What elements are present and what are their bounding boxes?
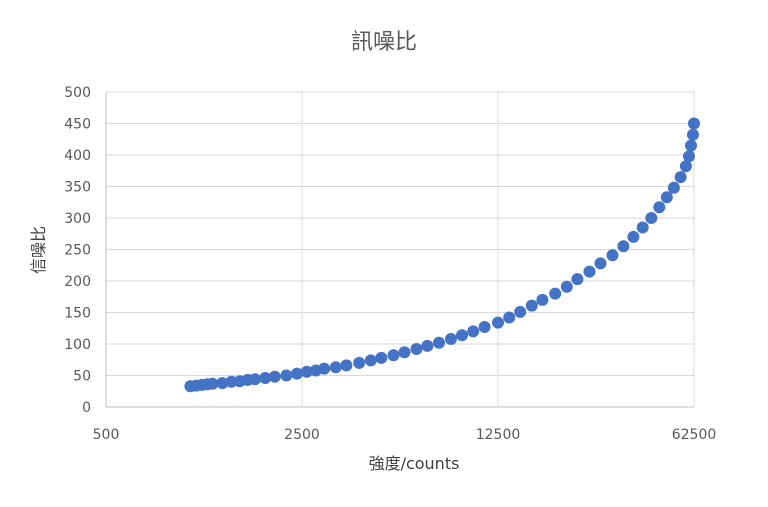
data-point <box>467 325 480 338</box>
data-point <box>571 273 584 286</box>
data-point <box>291 367 303 380</box>
data-point <box>340 359 353 372</box>
data-point <box>627 230 640 243</box>
data-point <box>492 316 504 329</box>
data-point <box>683 150 695 163</box>
data-point <box>421 339 434 352</box>
data-point <box>387 349 400 362</box>
y-tick-label: 500 <box>64 85 91 101</box>
y-tick-label: 400 <box>64 148 91 164</box>
data-point <box>660 191 673 204</box>
y-tick-label: 150 <box>64 306 91 322</box>
data-point <box>300 365 313 378</box>
data-point <box>653 201 666 214</box>
y-tick-label: 200 <box>64 274 91 290</box>
data-point <box>679 160 692 173</box>
data-point <box>617 240 630 253</box>
chart-title: 訊噪比 <box>351 30 417 55</box>
data-point <box>353 356 366 369</box>
data-point <box>549 287 562 300</box>
x-tick-label: 500 <box>93 427 120 443</box>
data-point <box>536 293 549 306</box>
data-point <box>268 370 281 383</box>
data-point <box>478 321 491 333</box>
x-axis-label: 強度/counts <box>369 454 460 473</box>
y-tick-label: 450 <box>64 117 91 133</box>
data-point <box>503 311 516 324</box>
data-point <box>410 343 423 355</box>
x-tick-label: 12500 <box>476 427 521 443</box>
y-tick-label: 50 <box>73 369 91 385</box>
data-point <box>375 351 388 364</box>
y-axis-label: 信噪比 <box>29 226 48 274</box>
y-tick-label: 0 <box>82 400 91 416</box>
data-point <box>364 354 377 367</box>
data-point <box>674 171 687 184</box>
data-point <box>606 249 619 262</box>
data-point <box>318 362 331 375</box>
axis-ticks: 0 50 100 150 200 250 300 350 400 450 500 500 2500 125… <box>64 85 716 443</box>
data-point <box>456 329 468 342</box>
data-point <box>560 280 573 293</box>
data-point <box>514 305 527 318</box>
y-tick-label: 100 <box>64 337 91 353</box>
data-point <box>445 333 457 345</box>
data-points <box>184 117 700 393</box>
x-tick-label: 62500 <box>672 427 717 443</box>
data-point <box>525 299 538 312</box>
y-tick-label: 250 <box>64 243 91 259</box>
x-tick-label: 2500 <box>284 427 320 443</box>
data-point <box>216 377 229 390</box>
data-point <box>329 361 342 374</box>
data-point <box>645 212 658 224</box>
y-tick-label: 300 <box>64 211 91 227</box>
data-point <box>583 265 596 278</box>
data-point <box>687 128 699 141</box>
data-point <box>636 221 649 234</box>
data-point <box>259 372 272 384</box>
data-point <box>398 346 411 359</box>
data-point <box>594 257 607 270</box>
data-point <box>667 181 680 194</box>
data-point <box>685 139 697 152</box>
y-tick-label: 350 <box>64 180 91 196</box>
data-point <box>433 336 445 349</box>
data-point <box>688 117 700 130</box>
data-point <box>249 373 261 386</box>
gridlines <box>105 91 695 408</box>
data-point <box>206 377 219 390</box>
data-point <box>280 369 293 382</box>
